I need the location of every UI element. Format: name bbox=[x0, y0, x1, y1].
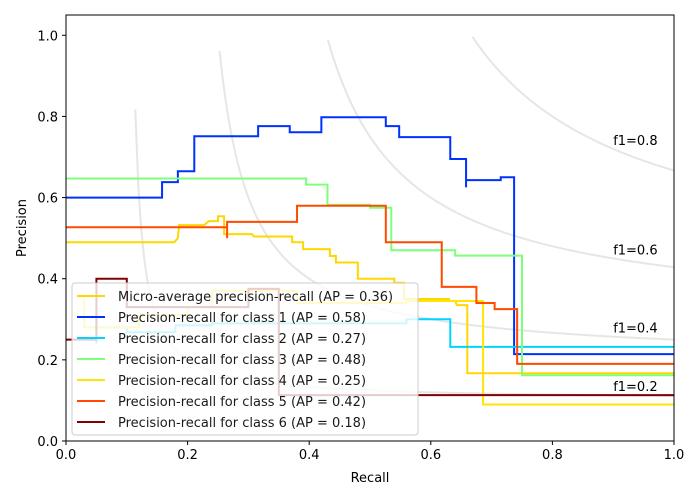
iso-f1-curve-0-8 bbox=[471, 36, 674, 172]
x-tick-label: 1.0 bbox=[664, 448, 685, 463]
y-tick-label: 0.8 bbox=[37, 110, 58, 125]
x-tick-label: 0.4 bbox=[299, 448, 320, 463]
iso-f1-label: f1=0.6 bbox=[613, 243, 657, 258]
legend-entry-5: Precision-recall for class 5 (AP = 0.42) bbox=[118, 395, 366, 410]
iso-f1-label: f1=0.2 bbox=[613, 380, 657, 395]
legend-entry-4: Precision-recall for class 4 (AP = 0.25) bbox=[118, 374, 366, 389]
iso-f1-curve-0-4 bbox=[218, 50, 674, 341]
y-axis-ticks: 0.0 0.2 0.4 0.6 0.8 1.0 bbox=[37, 29, 66, 450]
y-tick-label: 0.2 bbox=[37, 354, 58, 369]
series-line-3 bbox=[66, 177, 674, 377]
iso-f1-curve-0-6 bbox=[326, 39, 674, 269]
y-axis-label: Precision bbox=[15, 199, 30, 257]
x-tick-label: 0.0 bbox=[56, 448, 77, 463]
x-tick-label: 0.8 bbox=[542, 448, 563, 463]
iso-f1-label: f1=0.4 bbox=[613, 322, 657, 337]
legend-entry-3: Precision-recall for class 3 (AP = 0.48) bbox=[118, 353, 366, 368]
series-line-1 bbox=[66, 116, 674, 356]
iso-f1-label: f1=0.8 bbox=[613, 134, 657, 149]
legend-entry-0: Micro-average precision-recall (AP = 0.3… bbox=[118, 290, 393, 305]
x-axis-ticks: 0.0 0.2 0.4 0.6 0.8 1.0 bbox=[56, 441, 685, 463]
y-tick-label: 1.0 bbox=[37, 29, 58, 44]
legend-entry-6: Precision-recall for class 6 (AP = 0.18) bbox=[118, 416, 366, 431]
legend-entry-2: Precision-recall for class 2 (AP = 0.27) bbox=[118, 332, 366, 347]
y-tick-label: 0.0 bbox=[37, 435, 58, 450]
y-tick-label: 0.6 bbox=[37, 192, 58, 207]
x-axis-label: Recall bbox=[351, 471, 390, 486]
legend-entry-1: Precision-recall for class 1 (AP = 0.58) bbox=[118, 311, 366, 326]
legend-box bbox=[71, 282, 419, 436]
x-tick-label: 0.2 bbox=[177, 448, 198, 463]
x-tick-label: 0.6 bbox=[420, 448, 441, 463]
legend: Micro-average precision-recall (AP = 0.3… bbox=[71, 282, 419, 436]
plot-frame bbox=[65, 14, 675, 442]
y-tick-label: 0.4 bbox=[37, 273, 58, 288]
series-line-5 bbox=[66, 204, 674, 365]
